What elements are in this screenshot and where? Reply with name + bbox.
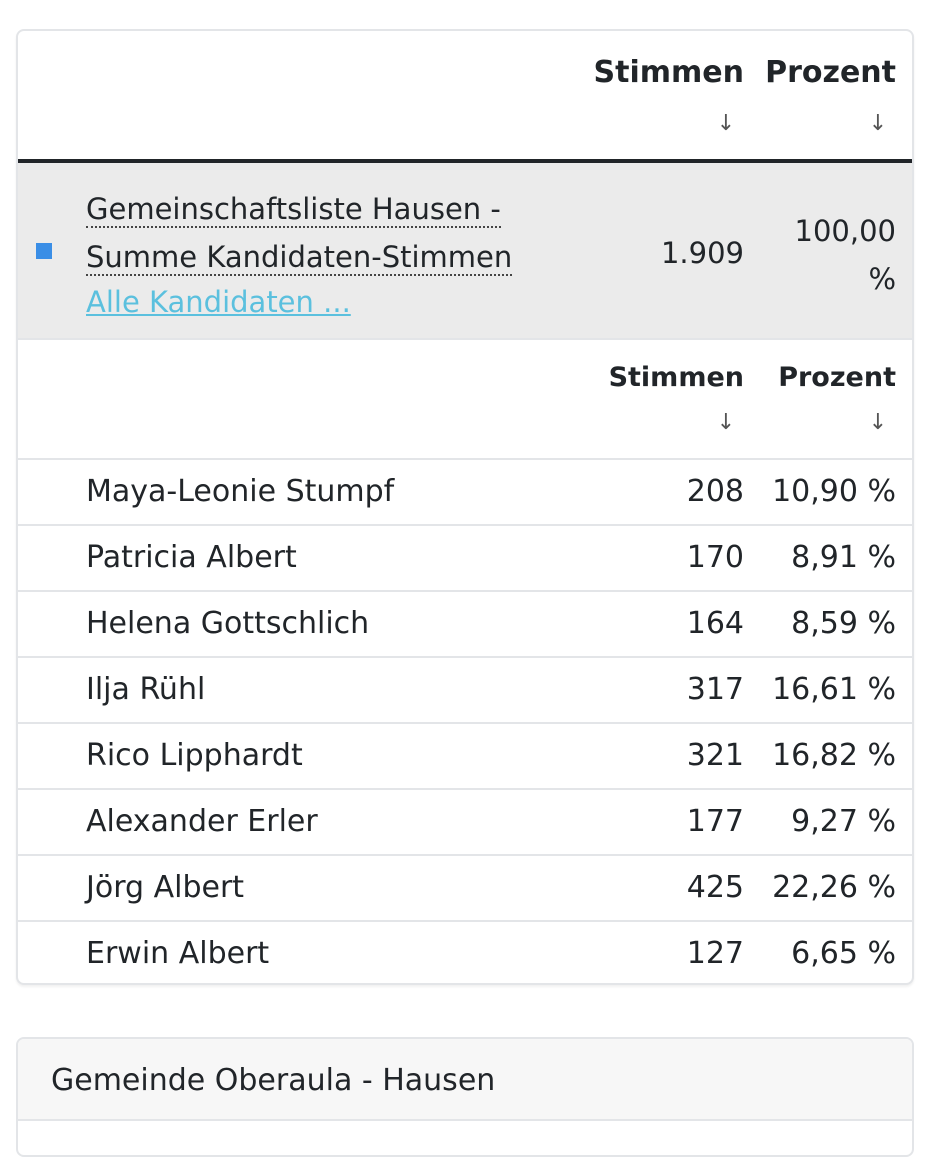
candidate-name: Alexander Erler <box>86 804 318 839</box>
candidate-name: Erwin Albert <box>86 936 270 971</box>
candidate-percent: 9,27 % <box>791 804 896 839</box>
all-candidates-link[interactable]: Alle Kandidaten ... <box>86 285 351 319</box>
candidate-votes: 425 <box>686 870 744 905</box>
subcolumn-header-votes[interactable]: Stimmen <box>608 362 744 393</box>
candidate-row: Ilja Rühl 317 16,61 % <box>18 656 912 722</box>
candidate-percent: 8,59 % <box>791 606 896 641</box>
candidates-subheader: Stimmen ↓ Prozent ↓ <box>18 338 912 460</box>
candidate-name: Helena Gottschlich <box>86 606 370 641</box>
candidate-votes: 317 <box>686 672 744 707</box>
results-card: Stimmen ↓ Prozent ↓ Gemeinschaftsliste H… <box>16 29 914 985</box>
municipality-card: Gemeinde Oberaula - Hausen <box>16 1037 914 1157</box>
municipality-title: Gemeinde Oberaula - Hausen <box>51 1063 496 1098</box>
candidate-percent: 8,91 % <box>791 540 896 575</box>
candidate-name: Maya-Leonie Stumpf <box>86 474 395 509</box>
candidate-row: Jörg Albert 425 22,26 % <box>18 854 912 920</box>
candidate-row: Erwin Albert 127 6,65 % <box>18 920 912 983</box>
sort-arrow-down-icon[interactable]: ↓ <box>716 410 736 435</box>
summary-percent: 100,00 % <box>756 207 896 303</box>
candidate-percent: 22,26 % <box>772 870 896 905</box>
candidate-percent: 16,61 % <box>772 672 896 707</box>
sort-arrow-down-icon[interactable]: ↓ <box>716 111 736 136</box>
candidate-votes: 208 <box>686 474 744 509</box>
summary-percent-sign: % <box>868 262 896 296</box>
candidate-row: Alexander Erler 177 9,27 % <box>18 788 912 854</box>
candidate-row: Maya-Leonie Stumpf 208 10,90 % <box>18 458 912 524</box>
candidate-votes: 164 <box>686 606 744 641</box>
summary-name-line2: Summe Kandidaten-Stimmen <box>86 240 513 276</box>
candidate-votes: 170 <box>686 540 744 575</box>
candidate-name: Ilja Rühl <box>86 672 206 707</box>
sort-arrow-down-icon[interactable]: ↓ <box>868 410 888 435</box>
municipality-card-header[interactable]: Gemeinde Oberaula - Hausen <box>18 1039 912 1121</box>
summary-row: Gemeinschaftsliste Hausen - Summe Kandid… <box>18 163 912 338</box>
summary-name-line1: Gemeinschaftsliste Hausen - <box>86 192 501 228</box>
candidate-row: Patricia Albert 170 8,91 % <box>18 524 912 590</box>
candidate-row: Helena Gottschlich 164 8,59 % <box>18 590 912 656</box>
candidate-votes: 127 <box>686 936 744 971</box>
summary-name: Gemeinschaftsliste Hausen - Summe Kandid… <box>86 185 546 281</box>
summary-votes: 1.909 <box>660 236 744 270</box>
header-divider <box>18 159 912 163</box>
candidate-name: Patricia Albert <box>86 540 297 575</box>
candidate-votes: 321 <box>686 738 744 773</box>
table-header: Stimmen ↓ Prozent ↓ <box>18 31 912 161</box>
legend-square-icon <box>36 243 52 259</box>
candidate-votes: 177 <box>686 804 744 839</box>
candidate-percent: 6,65 % <box>791 936 896 971</box>
candidate-name: Rico Lipphardt <box>86 738 303 773</box>
column-header-votes[interactable]: Stimmen <box>593 55 744 90</box>
candidate-percent: 16,82 % <box>772 738 896 773</box>
subcolumn-header-percent[interactable]: Prozent <box>778 362 896 393</box>
summary-percent-value: 100,00 <box>794 214 896 248</box>
candidate-name: Jörg Albert <box>86 870 245 905</box>
candidate-list: Maya-Leonie Stumpf 208 10,90 % Patricia … <box>18 458 912 983</box>
candidate-percent: 10,90 % <box>772 474 896 509</box>
sort-arrow-down-icon[interactable]: ↓ <box>868 111 888 136</box>
candidate-row: Rico Lipphardt 321 16,82 % <box>18 722 912 788</box>
column-header-percent[interactable]: Prozent <box>765 55 896 90</box>
